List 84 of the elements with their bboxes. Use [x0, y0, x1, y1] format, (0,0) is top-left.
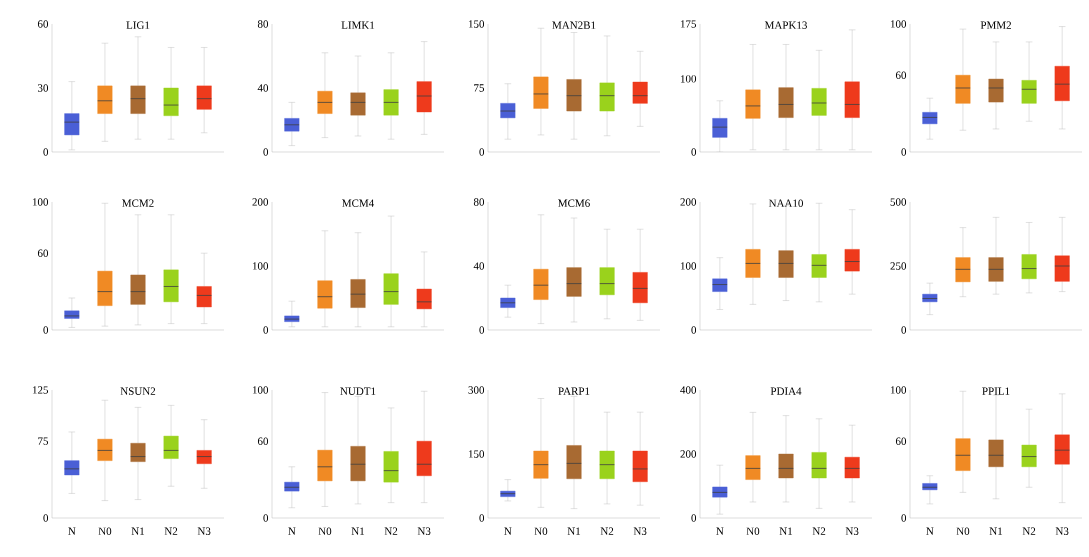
y-tick-label: 0	[901, 514, 907, 522]
x-tick-label: N2	[164, 527, 178, 535]
x-tick-label: N1	[779, 527, 793, 535]
y-tick-label: 0	[263, 326, 269, 334]
y-tick-label: 100	[252, 386, 269, 394]
chart-title: PARP1	[558, 387, 590, 395]
y-tick-label: 0	[43, 514, 49, 522]
chart-title: MCM2	[122, 199, 154, 207]
chart-title: PDIA4	[770, 387, 802, 395]
x-tick-label: N3	[633, 527, 647, 535]
y-tick-label: 75	[38, 437, 49, 445]
x-tick-label: N2	[384, 527, 398, 535]
chart-title: PPIL1	[982, 387, 1010, 395]
y-tick-label: 0	[479, 326, 485, 334]
x-tick-label: N1	[989, 527, 1003, 535]
y-tick-label: 0	[479, 148, 485, 156]
x-tick-label: N1	[131, 527, 145, 535]
x-tick-label: N2	[1022, 527, 1036, 535]
x-tick-label: N0	[318, 527, 332, 535]
y-tick-label: 100	[890, 386, 907, 394]
y-tick-label: 0	[43, 148, 49, 156]
y-tick-label: 250	[890, 262, 907, 270]
chart-title: LIMK1	[341, 21, 375, 29]
chart-title: MAPK13	[764, 21, 807, 29]
x-tick-label: N	[504, 527, 512, 535]
y-tick-label: 0	[479, 514, 485, 522]
y-tick-label: 100	[32, 198, 49, 206]
chart-title: MCM6	[558, 199, 590, 207]
y-tick-label: 0	[691, 326, 697, 334]
chart-title: MCM4	[342, 199, 375, 207]
x-tick-label: N	[288, 527, 296, 535]
y-tick-label: 0	[901, 148, 907, 156]
y-tick-label: 40	[257, 84, 269, 92]
y-tick-label: 80	[257, 20, 269, 28]
y-tick-label: 60	[257, 437, 269, 445]
x-tick-label: N0	[98, 527, 112, 535]
y-tick-label: 400	[680, 386, 697, 394]
y-tick-label: 200	[680, 450, 697, 458]
x-tick-label: N0	[746, 527, 760, 535]
chart-title: LIG1	[126, 21, 150, 29]
y-tick-label: 300	[468, 386, 485, 394]
y-tick-label: 0	[263, 514, 269, 522]
y-tick-label: 75	[474, 84, 485, 92]
y-tick-label: 500	[890, 198, 907, 206]
y-tick-label: 0	[263, 148, 269, 156]
x-tick-label: N1	[351, 527, 365, 535]
y-tick-label: 30	[38, 84, 49, 92]
y-tick-label: 60	[37, 249, 49, 257]
y-tick-label: 100	[680, 262, 697, 270]
y-tick-label: 60	[895, 71, 907, 79]
y-tick-label: 150	[468, 20, 485, 28]
y-tick-label: 80	[473, 198, 485, 206]
y-tick-label: 150	[468, 450, 485, 458]
x-tick-label: N2	[600, 527, 614, 535]
chart-title: PMM2	[980, 21, 1011, 29]
x-tick-label: N	[68, 527, 76, 535]
y-tick-label: 0	[691, 148, 697, 156]
y-tick-label: 60	[895, 437, 907, 445]
y-tick-label: 200	[680, 198, 697, 206]
x-tick-label: N3	[417, 527, 431, 535]
y-tick-label: 60	[37, 20, 49, 28]
y-tick-label: 125	[32, 386, 49, 394]
chart-title: NAA10	[768, 199, 803, 207]
x-tick-label: N3	[1055, 527, 1069, 535]
y-tick-label: 175	[680, 20, 697, 28]
y-tick-label: 0	[691, 514, 697, 522]
y-tick-label: 40	[473, 262, 485, 270]
chart-title: NSUN2	[120, 387, 156, 395]
y-tick-label: 100	[890, 20, 907, 28]
x-tick-label: N	[926, 527, 934, 535]
y-tick-label: 100	[252, 262, 269, 270]
x-tick-label: N	[716, 527, 724, 535]
chart-title: MAN2B1	[552, 21, 596, 29]
y-tick-label: 0	[901, 326, 907, 334]
x-tick-label: N3	[197, 527, 211, 535]
x-tick-label: N0	[956, 527, 970, 535]
x-tick-label: N3	[845, 527, 859, 535]
y-tick-label: 200	[252, 198, 269, 206]
y-tick-label: 100	[680, 75, 697, 83]
y-tick-label: 0	[43, 326, 49, 334]
x-tick-label: N2	[812, 527, 826, 535]
x-tick-label: N0	[534, 527, 548, 535]
chart-title: NUDT1	[340, 387, 376, 395]
x-tick-label: N1	[567, 527, 581, 535]
